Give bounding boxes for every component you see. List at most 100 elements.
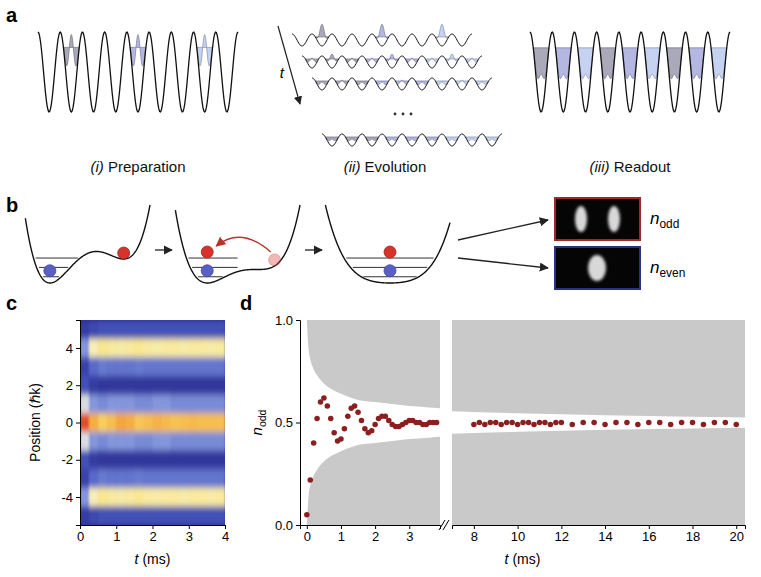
- heatmap-cell: [116, 376, 126, 395]
- heatmap-cell: [98, 469, 108, 488]
- tick-label: 16: [642, 529, 656, 544]
- tick: 0.5: [275, 415, 300, 430]
- axis: 01234: [77, 525, 229, 544]
- heatmap-cell: [207, 357, 217, 376]
- data-point: [712, 420, 718, 426]
- data-point: [338, 436, 344, 442]
- heatmap-cell: [189, 413, 199, 432]
- atom-wavepacket: [445, 54, 458, 61]
- heatmap-cell: [98, 506, 108, 525]
- heatmap-cell: [198, 432, 208, 451]
- text-part: (ii): [344, 158, 361, 175]
- data-point: [342, 426, 348, 432]
- heatmap-cell: [134, 413, 144, 432]
- text-part: (ms): [509, 551, 541, 567]
- heatmap-cell: [98, 339, 108, 358]
- tick-label: 0: [66, 415, 73, 430]
- atom-wavepacket: [335, 80, 348, 84]
- data-point: [553, 420, 559, 426]
- tick-label: 3: [406, 529, 413, 544]
- label-main: n: [650, 209, 659, 228]
- heatmap-cell: [207, 413, 217, 432]
- tick-mark: [296, 423, 300, 424]
- heatmap-cell: [143, 506, 153, 525]
- heatmap-cell: [98, 450, 108, 469]
- heatmap-cell: [89, 395, 99, 414]
- atom-wavepacket: [345, 58, 358, 62]
- heatmap-cell: [89, 357, 99, 376]
- heatmap-cell: [171, 469, 181, 488]
- heatmap-cell: [180, 450, 190, 469]
- heatmap-cell: [98, 357, 108, 376]
- heatmap-cell: [171, 450, 181, 469]
- plot-area: [304, 320, 440, 525]
- data-point: [509, 420, 515, 426]
- heatmap-cell: [207, 432, 217, 451]
- lattice-potential: [322, 134, 502, 146]
- heatmap-cell: [98, 376, 108, 395]
- heatmap-cell: [207, 320, 217, 339]
- heatmap-cell: [180, 413, 190, 432]
- heatmap-cell: [143, 395, 153, 414]
- heatmap-cell: [162, 357, 172, 376]
- heatmap-cell: [216, 488, 225, 507]
- heatmap-cell: [116, 432, 126, 451]
- heatmap-cell: [107, 376, 117, 395]
- axis-title: t (ms): [505, 551, 541, 567]
- heatmap-cell: [89, 506, 99, 525]
- heatmap-cell: [134, 395, 144, 414]
- tick-label: 4: [222, 529, 229, 544]
- heatmap-cell: [98, 320, 108, 339]
- heatmap-cell: [143, 432, 153, 451]
- heatmap-cell: [153, 450, 163, 469]
- data-point: [477, 420, 483, 426]
- panel-letter: a: [6, 4, 18, 26]
- figure: t(i) Preparation(ii) Evolution(iii) Read…: [0, 0, 761, 577]
- tick: 18: [686, 525, 700, 544]
- energy-level: [198, 276, 223, 277]
- heatmap-cell: [134, 469, 144, 488]
- heatmap-cell: [143, 376, 153, 395]
- axis: -4-2024: [61, 321, 80, 526]
- tick-label: 10: [511, 529, 525, 544]
- data-point: [355, 409, 361, 415]
- tick: 3: [186, 525, 193, 544]
- heatmap-cell: [134, 357, 144, 376]
- heatmap-cell: [189, 450, 199, 469]
- data-point: [646, 420, 652, 426]
- atom: [384, 246, 396, 258]
- text-part: (ms): [139, 551, 171, 567]
- tick-mark: [76, 348, 80, 349]
- heatmap-cell: [80, 413, 90, 432]
- tick: 1: [338, 525, 345, 544]
- step-arrow: [458, 258, 548, 268]
- heatmap-cell: [125, 413, 135, 432]
- heatmap-cell: [116, 506, 126, 525]
- heatmap-cell: [216, 320, 225, 339]
- heatmap-cell: [116, 450, 126, 469]
- output-label: neven: [650, 258, 685, 280]
- panel-c: 01234-4-2024t (ms)Position (ℏk): [27, 320, 229, 567]
- heatmap-cell: [162, 413, 172, 432]
- atom-wavepacket: [435, 24, 448, 38]
- tick: 10: [511, 525, 525, 544]
- tick: 3: [406, 525, 413, 544]
- heatmap-cell: [107, 357, 117, 376]
- heatmap-cell: [171, 339, 181, 358]
- heatmap-cell: [134, 432, 144, 451]
- heatmap-cell: [89, 339, 99, 358]
- axis: 0123: [301, 525, 441, 544]
- heatmap-cell: [89, 376, 99, 395]
- data-point: [304, 512, 310, 518]
- data-point: [372, 422, 378, 428]
- tick: -2: [61, 452, 80, 467]
- tick: 0.0: [275, 518, 300, 533]
- heatmap-cell: [216, 339, 225, 358]
- heatmap-cell: [116, 395, 126, 414]
- heatmap-cell: [80, 432, 90, 451]
- step-arrow: [155, 249, 172, 250]
- heatmap-cell: [116, 357, 126, 376]
- heatmap-cell: [153, 469, 163, 488]
- absorption-image: [555, 247, 640, 289]
- atom-wavepacket: [405, 58, 418, 62]
